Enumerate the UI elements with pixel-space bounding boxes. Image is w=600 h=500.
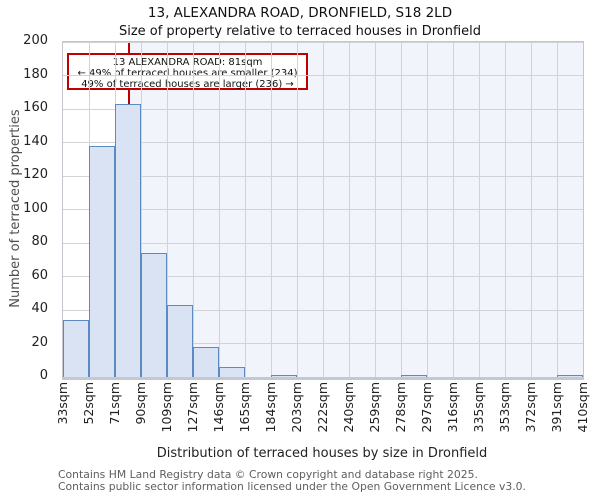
y-tick-label: 120 [23,167,48,182]
vertical-gridline [348,42,350,377]
vertical-gridline [374,42,376,377]
histogram-bar [401,375,427,377]
x-tick-label: 353sqm [496,382,512,433]
x-tick-label: 33sqm [54,382,70,425]
x-tick-label: 127sqm [184,382,200,433]
footer-line-1: Contains HM Land Registry data © Crown c… [58,468,478,481]
x-axis-title: Distribution of terraced houses by size … [156,446,488,461]
x-tick-label: 278sqm [392,382,408,433]
annotation-line-2: ← 49% of terraced houses are smaller (23… [77,68,298,79]
vertical-gridline [556,42,558,377]
annotation-line-3: 49% of terraced houses are larger (236) … [81,79,294,90]
y-tick-label: 200 [23,33,48,48]
x-tick-label: 222sqm [314,382,330,433]
x-tick-label: 203sqm [288,382,304,433]
vertical-gridline [400,42,402,377]
y-tick-label: 180 [23,66,48,82]
vertical-gridline [192,42,194,377]
footer-line-2: Contains public sector information licen… [58,480,526,493]
x-tick-label: 109sqm [158,382,174,433]
x-tick-label: 410sqm [574,382,590,433]
x-tick-label: 52sqm [80,382,96,425]
x-tick-label: 335sqm [470,382,486,433]
x-tick-label: 184sqm [262,382,278,433]
y-tick-label: 20 [31,334,48,350]
chart-title: 13, ALEXANDRA ROAD, DRONFIELD, S18 2LD [147,5,453,21]
histogram-bar [89,145,115,377]
histogram-bar [63,320,89,377]
plot-area: 13 ALEXANDRA ROAD: 81sqm ← 49% of terrac… [62,41,584,380]
x-tick-label: 240sqm [340,382,356,433]
vertical-gridline [478,42,480,377]
histogram-bar [167,304,193,377]
annotation-box: 13 ALEXANDRA ROAD: 81sqm ← 49% of terrac… [67,53,308,90]
vertical-gridline [270,42,272,377]
x-tick-label: 316sqm [444,382,460,433]
vertical-gridline [426,42,428,377]
x-tick-label: 90sqm [132,382,148,425]
histogram-bar [219,366,245,377]
vertical-gridline [296,42,298,377]
y-tick-label: 0 [39,368,48,383]
histogram-bar [115,103,141,377]
x-tick-label: 71sqm [106,382,122,425]
x-tick-label: 259sqm [366,382,382,433]
y-tick-label: 100 [23,200,48,216]
y-tick-label: 60 [31,267,48,283]
annotation-line-1: 13 ALEXANDRA ROAD: 81sqm [112,57,263,68]
vertical-gridline [218,42,220,377]
chart-subtitle: Size of property relative to terraced ho… [118,24,482,39]
histogram-bar [141,253,167,377]
vertical-gridline [504,42,506,377]
y-tick-label: 140 [23,133,48,149]
histogram-bar [557,375,583,377]
x-tick-label: 372sqm [522,382,538,433]
vertical-gridline [140,42,142,377]
x-tick-label: 391sqm [548,382,564,433]
vertical-gridline [244,42,246,377]
y-tick-label: 160 [23,100,48,115]
vertical-gridline [322,42,324,377]
vertical-gridline [530,42,532,377]
y-tick-label: 80 [31,234,48,249]
x-tick-label: 165sqm [236,382,252,433]
x-tick-label: 146sqm [210,382,226,433]
vertical-gridline [452,42,454,377]
x-tick-label: 297sqm [418,382,434,433]
histogram-bar [193,346,219,377]
histogram-bar [271,375,297,377]
y-tick-label: 40 [31,301,48,316]
vertical-gridline [166,42,168,377]
